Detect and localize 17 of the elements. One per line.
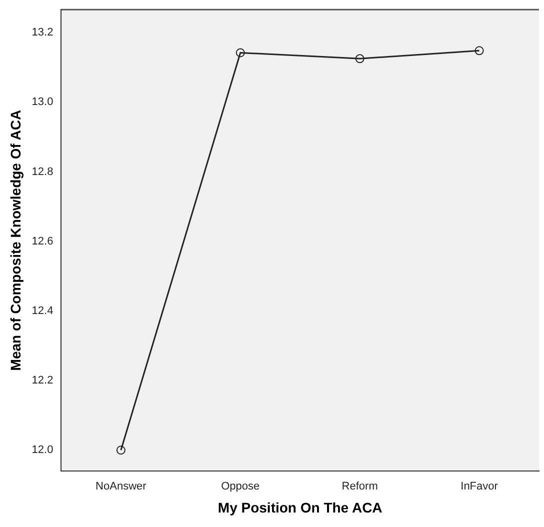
y-tick-label: 12.0 — [32, 444, 54, 456]
x-tick-label: InFavor — [460, 480, 498, 493]
point — [474, 46, 484, 56]
y-tick-label: 13.2 — [32, 26, 54, 39]
y-tick-label: 12.2 — [32, 374, 54, 387]
x-tick-label: Oppose — [221, 480, 260, 493]
y-tick-label: 12.8 — [32, 166, 54, 178]
y-tick-label: 13.0 — [32, 96, 54, 108]
point — [236, 48, 245, 58]
x-tick-label: NoAnswer — [96, 480, 147, 493]
y-tick-label: 12.4 — [32, 304, 54, 317]
x-axis-title: My Position On The ACA — [218, 499, 382, 516]
point — [355, 54, 364, 64]
point — [116, 446, 126, 455]
y-axis-title: Mean of Composite Knowledge Of ACA — [7, 110, 24, 371]
y-tick-label: 12.6 — [32, 235, 54, 248]
x-tick-label: Reform — [342, 480, 378, 493]
